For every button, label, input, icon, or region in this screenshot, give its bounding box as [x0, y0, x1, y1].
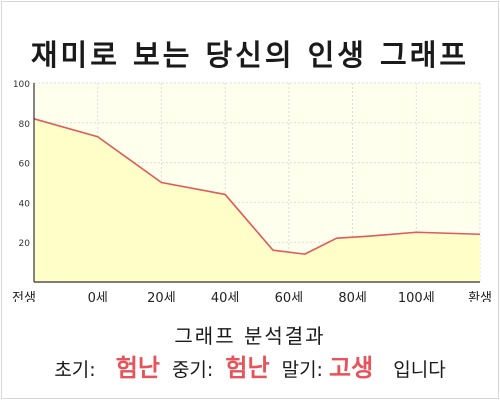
early-label: 초기:: [54, 359, 96, 381]
early-value: 험난: [115, 354, 160, 382]
life-graph: 20 40 60 80 100 전생 0세 20세 40세 60세 80세 100세 환생: [12, 80, 492, 302]
mid-value: 험난: [225, 354, 270, 382]
result-line: 초기: 험난 중기: 험난 말기: 고생 입니다: [2, 348, 498, 383]
x-tick-label: 60세: [275, 291, 304, 302]
y-tick-label: 40: [19, 199, 31, 209]
result-suffix: 입니다: [393, 359, 446, 381]
series-line: [33, 118, 481, 255]
mid-label: 중기:: [171, 359, 214, 381]
y-tick-label: 100: [13, 80, 30, 90]
x-tick-label: 0세: [88, 291, 108, 302]
x-tick-label: 100세: [398, 291, 435, 302]
x-tick-label: 전생: [12, 291, 36, 302]
y-tick-label: 60: [19, 160, 31, 170]
late-label: 말기:: [281, 359, 323, 381]
late-value: 고생: [329, 354, 374, 382]
x-tick-label: 20세: [147, 291, 176, 302]
result-heading: 그래프 분석결과: [174, 324, 326, 348]
chart-title: 재미로 보는 당신의 인생 그래프: [30, 38, 470, 72]
y-tick-label: 20: [19, 239, 31, 249]
x-tick-label: 40세: [211, 291, 240, 302]
x-tick-label: 80세: [338, 291, 367, 302]
x-tick-label: 환생: [468, 291, 492, 302]
y-tick-label: 80: [19, 120, 31, 130]
area-fill: [34, 118, 480, 282]
